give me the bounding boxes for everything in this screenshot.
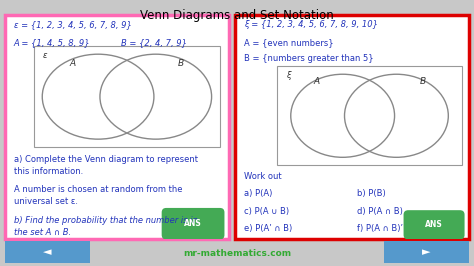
Text: B = {2, 4, 7, 9}: B = {2, 4, 7, 9} — [121, 38, 187, 47]
Text: ξ = {1, 2, 3, 4, 5, 6, 7, 8, 9, 10}: ξ = {1, 2, 3, 4, 5, 6, 7, 8, 9, 10} — [244, 20, 378, 29]
FancyBboxPatch shape — [403, 210, 465, 239]
FancyBboxPatch shape — [380, 240, 474, 264]
Text: A: A — [314, 77, 320, 86]
Text: mr-mathematics.com: mr-mathematics.com — [183, 249, 291, 258]
Text: ANS: ANS — [425, 220, 443, 229]
FancyBboxPatch shape — [235, 15, 469, 239]
Text: A = {1, 4, 5, 8, 9}: A = {1, 4, 5, 8, 9} — [14, 38, 91, 47]
Text: c) P(A ∪ B): c) P(A ∪ B) — [244, 207, 289, 216]
FancyBboxPatch shape — [0, 240, 94, 264]
FancyBboxPatch shape — [34, 46, 220, 147]
FancyBboxPatch shape — [162, 208, 225, 239]
Text: Venn Diagrams and Set Notation: Venn Diagrams and Set Notation — [140, 9, 334, 22]
Text: f) P(A ∩ B)’: f) P(A ∩ B)’ — [356, 224, 402, 233]
Text: b) P(B): b) P(B) — [356, 189, 385, 198]
Text: a) Complete the Venn diagram to represent
this information.: a) Complete the Venn diagram to represen… — [14, 155, 198, 176]
Text: e) P(A’ ∩ B): e) P(A’ ∩ B) — [244, 224, 292, 233]
Text: A: A — [70, 59, 76, 68]
Text: b) Find the probability that the number is in
the set A ∩ B.: b) Find the probability that the number … — [14, 216, 198, 236]
Text: ε: ε — [43, 51, 47, 60]
Text: B: B — [419, 77, 426, 86]
Text: ε = {1, 2, 3, 4, 5, 6, 7, 8, 9}: ε = {1, 2, 3, 4, 5, 6, 7, 8, 9} — [14, 20, 132, 29]
Text: a) P(A): a) P(A) — [244, 189, 273, 198]
Text: B: B — [178, 59, 184, 68]
Text: Work out: Work out — [244, 172, 282, 181]
Text: A number is chosen at random from the
universal set ε.: A number is chosen at random from the un… — [14, 185, 182, 206]
Text: ◄: ◄ — [43, 247, 52, 257]
Text: A = {even numbers}: A = {even numbers} — [244, 38, 334, 47]
Text: ►: ► — [422, 247, 431, 257]
Text: ANS: ANS — [184, 219, 202, 228]
FancyBboxPatch shape — [5, 15, 229, 239]
Text: ξ: ξ — [286, 71, 291, 80]
Text: B = {numbers greater than 5}: B = {numbers greater than 5} — [244, 54, 374, 63]
Text: d) P(A ∩ B): d) P(A ∩ B) — [356, 207, 402, 216]
FancyBboxPatch shape — [277, 66, 462, 165]
